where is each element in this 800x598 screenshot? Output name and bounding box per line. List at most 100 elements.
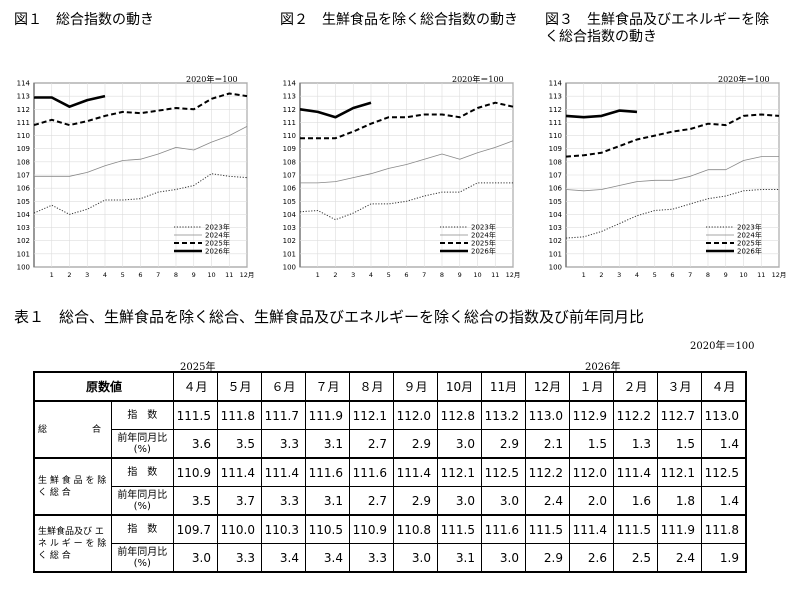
y-tick-label: 111 (283, 119, 296, 127)
sub-label-yoy-line1: 前年同月比 (117, 546, 168, 558)
table-row: 生鮮食品及び エ ネ ル ギ ー を 除 く 総 合指 数 109.7 110.0 1… (33, 514, 747, 573)
yoy-cell: 3.0 (437, 429, 482, 459)
y-tick-label: 113 (283, 93, 296, 101)
table-row: 前年同月比 (%) 3.5 3.7 3.3 3.1 2.7 2.9 3.0 3.0 2.4 2.0 1.… (34, 486, 747, 516)
x-tick-label: 9 (458, 271, 462, 279)
x-tick-label: 12月 (240, 271, 255, 279)
index-cell: 112.8 (437, 400, 482, 430)
corner-header: 原数値 (33, 371, 174, 402)
x-tick-label: 2 (67, 271, 71, 279)
table-row: 生 鮮 食 品 を 除 く 総 合指 数 110.9 111.4 111.4 111.6… (33, 457, 747, 516)
x-tick-label: 10 (207, 271, 215, 279)
yoy-cell: 1.4 (701, 429, 747, 459)
y-tick-label: 114 (17, 80, 31, 88)
yoy-cell: 3.3 (261, 486, 306, 516)
y-tick-label: 110 (17, 132, 30, 140)
index-cell: 110.3 (261, 514, 306, 544)
index-cell: 110.8 (393, 514, 438, 544)
row-label: 生鮮食品及び エ ネ ル ギ ー を 除 く 総 合 (33, 514, 112, 573)
sub-label-yoy-line2: (%) (133, 500, 151, 512)
legend-label: 2025年 (205, 239, 230, 248)
yoy-cell: 3.0 (173, 543, 218, 573)
y-tick-label: 106 (549, 185, 563, 193)
y-tick-label: 104 (283, 211, 297, 219)
x-tick-label: 6 (404, 271, 408, 279)
x-tick-label: 5 (121, 271, 125, 279)
legend-label: 2023年 (737, 223, 762, 232)
y-tick-label: 111 (549, 119, 562, 127)
yoy-cell: 2.6 (569, 543, 614, 573)
index-cell: 111.7 (261, 400, 306, 430)
x-tick-label: 1 (50, 271, 54, 279)
yoy-cell: 2.7 (349, 429, 394, 459)
index-cell: 111.4 (569, 514, 614, 544)
index-cell: 112.2 (525, 457, 570, 487)
index-cell: 111.8 (217, 400, 262, 430)
month-header: ２月 (613, 371, 658, 402)
yoy-cell: 1.3 (613, 429, 658, 459)
x-tick-label: 1 (582, 271, 586, 279)
figure-2-title: 図２ 生鮮食品を除く総合指数の動き (280, 12, 518, 28)
index-cell: 111.5 (437, 514, 482, 544)
sub-label-yoy-line2: (%) (133, 557, 151, 569)
x-tick-label: 8 (706, 271, 710, 279)
legend-label: 2024年 (737, 231, 762, 240)
series-line-2 (300, 101, 514, 140)
legend-label: 2025年 (737, 239, 762, 248)
month-header: １月 (569, 371, 614, 402)
row-label: 総 合 (33, 400, 112, 459)
index-cell: 110.9 (349, 514, 394, 544)
y-tick-label: 112 (17, 106, 30, 114)
yoy-cell: 2.4 (657, 543, 702, 573)
figure-1-unit: 2020年＝100 (186, 75, 238, 84)
index-cell: 113.2 (481, 400, 526, 430)
y-tick-label: 106 (17, 185, 31, 193)
yoy-cell: 1.6 (613, 486, 658, 516)
y-tick-label: 108 (549, 158, 562, 166)
series-line-3 (34, 94, 106, 108)
index-cell: 111.6 (349, 457, 394, 487)
y-tick-label: 108 (17, 158, 30, 166)
index-cell: 111.5 (613, 514, 658, 544)
index-cell: 111.8 (701, 514, 747, 544)
yoy-cell: 3.3 (261, 429, 306, 459)
y-tick-label: 102 (17, 237, 30, 245)
month-header: ５月 (217, 371, 262, 402)
index-cell: 110.0 (217, 514, 262, 544)
y-tick-label: 103 (283, 224, 296, 232)
index-cell: 111.6 (305, 457, 350, 487)
index-cell: 113.0 (525, 400, 570, 430)
x-tick-label: 4 (635, 271, 639, 279)
y-tick-label: 107 (17, 172, 30, 180)
table-unit: 2020年＝100 (690, 341, 755, 352)
sub-label-yoy-line2: (%) (133, 443, 151, 455)
y-tick-label: 103 (17, 224, 30, 232)
y-tick-label: 104 (549, 211, 563, 219)
table-title: 表１ 総合、生鮮食品を除く総合、生鮮食品及びエネルギーを除く総合の指数及び前年同… (14, 308, 645, 326)
y-tick-label: 105 (17, 198, 30, 206)
month-header: 11月 (481, 371, 526, 402)
y-tick-label: 110 (549, 132, 562, 140)
table-row: 前年同月比 (%) 3.6 3.5 3.3 3.1 2.7 2.9 3.0 2.9 2.1 1.5 1.… (34, 429, 747, 459)
x-tick-label: 7 (422, 271, 426, 279)
y-tick-label: 112 (549, 106, 562, 114)
x-tick-label: 6 (670, 271, 674, 279)
x-tick-label: 10 (739, 271, 747, 279)
x-tick-label: 9 (192, 271, 196, 279)
yoy-cell: 3.0 (437, 486, 482, 516)
month-header: 12月 (525, 371, 570, 402)
y-tick-label: 105 (283, 198, 296, 206)
index-cell: 111.6 (481, 514, 526, 544)
series-line-2 (33, 92, 248, 127)
index-cell: 112.0 (393, 400, 438, 430)
x-tick-label: 3 (617, 271, 621, 279)
yoy-cell: 2.9 (393, 429, 438, 459)
yoy-cell: 2.1 (525, 429, 570, 459)
figure-3-unit: 2020年＝100 (718, 75, 770, 84)
index-cell: 109.7 (173, 514, 218, 544)
month-header: ９月 (393, 371, 438, 402)
x-tick-label: 8 (440, 271, 444, 279)
sub-label-index: 指 数 (110, 400, 175, 430)
y-tick-label: 103 (549, 224, 562, 232)
legend-label: 2026年 (205, 247, 230, 256)
